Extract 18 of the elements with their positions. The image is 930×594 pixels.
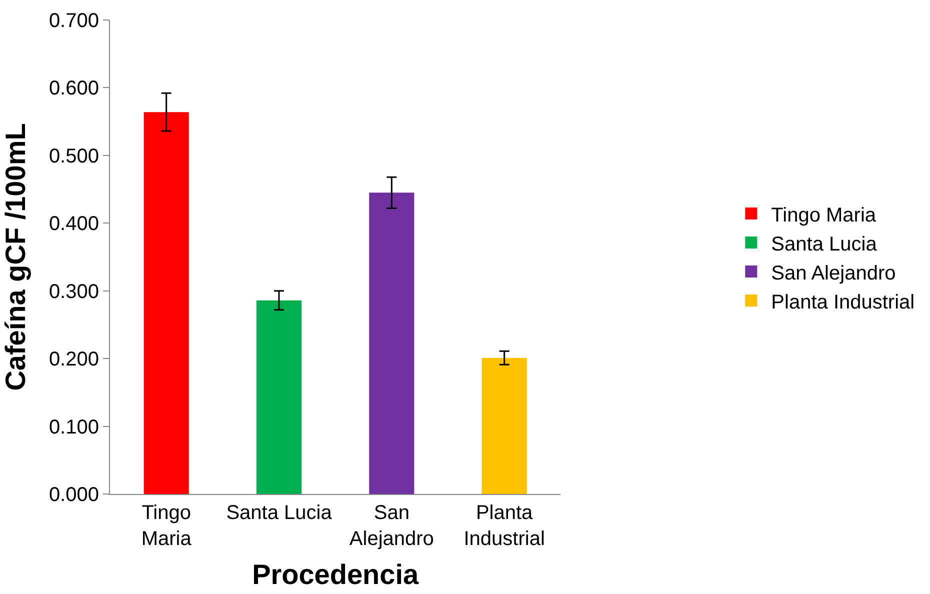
y-tick-label: 0.100 (48, 416, 99, 438)
legend-label: Planta Industrial (771, 291, 915, 314)
x-tick-label: Santa Lucia (226, 502, 333, 524)
y-tick-label: 0.000 (48, 484, 99, 506)
legend-label: San Alejandro (771, 262, 896, 284)
legend-label: Tingo Maria (771, 204, 877, 226)
y-tick-label: 0.400 (48, 213, 99, 236)
y-axis-title: Cafeína gCF /100mL (0, 123, 31, 391)
y-tick-label: 0.200 (48, 348, 99, 371)
x-axis-title: Procedencia (252, 559, 420, 590)
legend-label: Santa Lucia (771, 233, 878, 256)
y-tick-label: 0.700 (48, 10, 99, 32)
x-tick-label: Tingo Maria (141, 502, 192, 550)
x-tick-label: San Alejandro (349, 502, 434, 550)
y-tick-label: 0.500 (48, 145, 99, 168)
y-tick-label: 0.600 (48, 78, 99, 100)
x-tick-label: Planta Industrial (464, 502, 545, 550)
y-tick-label: 0.300 (48, 280, 99, 303)
